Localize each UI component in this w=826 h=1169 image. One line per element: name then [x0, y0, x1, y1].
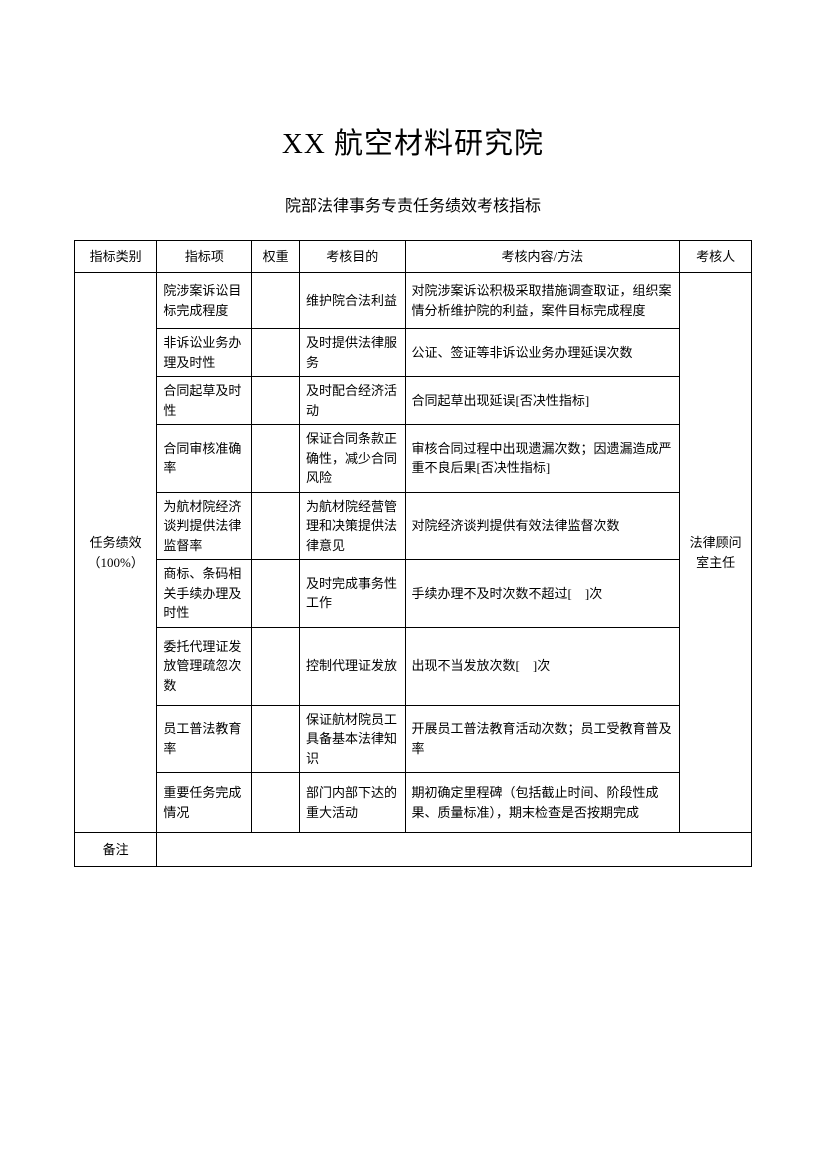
cell-item: 员工普法教育率 — [157, 705, 252, 773]
cell-item: 商标、条码相关手续办理及时性 — [157, 560, 252, 628]
page-title: XX 航空材料研究院 — [74, 120, 752, 162]
cell-notes-content — [157, 833, 752, 867]
table-row: 为航材院经济谈判提供法律监督率 为航材院经营管理和决策提供法律意见 对院经济谈判… — [75, 492, 752, 560]
header-examiner: 考核人 — [680, 241, 752, 273]
table-row: 商标、条码相关手续办理及时性 及时完成事务性工作 手续办理不及时次数不超过[ ]… — [75, 560, 752, 628]
cell-weight — [252, 492, 300, 560]
cell-content: 对院经济谈判提供有效法律监督次数 — [405, 492, 680, 560]
cell-content: 期初确定里程碑（包括截止时间、阶段性成果、质量标准），期末检查是否按期完成 — [405, 773, 680, 833]
cell-purpose: 保证航材院员工具备基本法律知识 — [299, 705, 405, 773]
table-row: 非诉讼业务办理及时性 及时提供法律服务 公证、签证等非诉讼业务办理延误次数 — [75, 329, 752, 377]
cell-examiner: 法律顾问室主任 — [680, 273, 752, 833]
cell-weight — [252, 273, 300, 329]
cell-content: 开展员工普法教育活动次数；员工受教育普及率 — [405, 705, 680, 773]
cell-item: 重要任务完成情况 — [157, 773, 252, 833]
cell-item: 委托代理证发放管理疏忽次数 — [157, 627, 252, 705]
table-row: 合同审核准确率 保证合同条款正确性，减少合同风险 审核合同过程中出现遗漏次数；因… — [75, 425, 752, 493]
cell-weight — [252, 560, 300, 628]
cell-item: 院涉案诉讼目标完成程度 — [157, 273, 252, 329]
cell-content: 合同起草出现延误[否决性指标] — [405, 377, 680, 425]
table-row: 员工普法教育率 保证航材院员工具备基本法律知识 开展员工普法教育活动次数；员工受… — [75, 705, 752, 773]
cell-purpose: 及时提供法律服务 — [299, 329, 405, 377]
table-notes-row: 备注 — [75, 833, 752, 867]
cell-purpose: 维护院合法利益 — [299, 273, 405, 329]
table-row: 重要任务完成情况 部门内部下达的重大活动 期初确定里程碑（包括截止时间、阶段性成… — [75, 773, 752, 833]
cell-purpose: 为航材院经营管理和决策提供法律意见 — [299, 492, 405, 560]
header-content: 考核内容/方法 — [405, 241, 680, 273]
cell-weight — [252, 627, 300, 705]
page-subtitle: 院部法律事务专责任务绩效考核指标 — [74, 192, 752, 216]
header-item: 指标项 — [157, 241, 252, 273]
header-purpose: 考核目的 — [299, 241, 405, 273]
cell-content: 审核合同过程中出现遗漏次数；因遗漏造成严重不良后果[否决性指标] — [405, 425, 680, 493]
cell-purpose: 及时配合经济活动 — [299, 377, 405, 425]
cell-weight — [252, 329, 300, 377]
cell-notes-label: 备注 — [75, 833, 157, 867]
table-header-row: 指标类别 指标项 权重 考核目的 考核内容/方法 考核人 — [75, 241, 752, 273]
cell-content: 公证、签证等非诉讼业务办理延误次数 — [405, 329, 680, 377]
cell-content: 手续办理不及时次数不超过[ ]次 — [405, 560, 680, 628]
cell-weight — [252, 773, 300, 833]
table-row: 合同起草及时性 及时配合经济活动 合同起草出现延误[否决性指标] — [75, 377, 752, 425]
cell-purpose: 及时完成事务性工作 — [299, 560, 405, 628]
cell-purpose: 保证合同条款正确性，减少合同风险 — [299, 425, 405, 493]
cell-content: 对院涉案诉讼积极采取措施调查取证，组织案情分析维护院的利益，案件目标完成程度 — [405, 273, 680, 329]
cell-item: 为航材院经济谈判提供法律监督率 — [157, 492, 252, 560]
cell-content: 出现不当发放次数[ ]次 — [405, 627, 680, 705]
table-row: 任务绩效（100%） 院涉案诉讼目标完成程度 维护院合法利益 对院涉案诉讼积极采… — [75, 273, 752, 329]
cell-item: 非诉讼业务办理及时性 — [157, 329, 252, 377]
cell-weight — [252, 705, 300, 773]
header-category: 指标类别 — [75, 241, 157, 273]
cell-purpose: 控制代理证发放 — [299, 627, 405, 705]
kpi-table: 指标类别 指标项 权重 考核目的 考核内容/方法 考核人 任务绩效（100%） … — [74, 240, 752, 867]
cell-item: 合同起草及时性 — [157, 377, 252, 425]
cell-item: 合同审核准确率 — [157, 425, 252, 493]
table-row: 委托代理证发放管理疏忽次数 控制代理证发放 出现不当发放次数[ ]次 — [75, 627, 752, 705]
cell-purpose: 部门内部下达的重大活动 — [299, 773, 405, 833]
cell-weight — [252, 425, 300, 493]
cell-category: 任务绩效（100%） — [75, 273, 157, 833]
cell-weight — [252, 377, 300, 425]
header-weight: 权重 — [252, 241, 300, 273]
